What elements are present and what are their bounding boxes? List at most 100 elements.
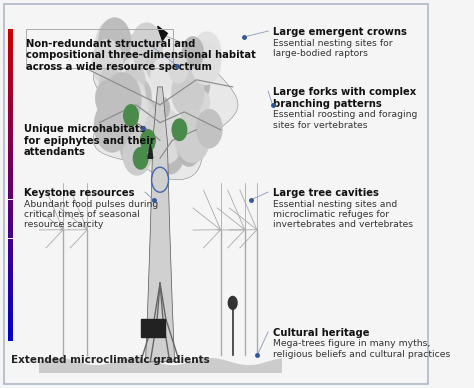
- Bar: [8, 109, 13, 111]
- Bar: [8, 72, 13, 73]
- Bar: [8, 213, 13, 215]
- Bar: [8, 43, 13, 45]
- Bar: [8, 97, 13, 98]
- Bar: [8, 271, 13, 273]
- Bar: [8, 298, 13, 299]
- Bar: [8, 54, 13, 56]
- Bar: [8, 212, 13, 213]
- Bar: [8, 164, 13, 165]
- Bar: [8, 64, 13, 65]
- Bar: [8, 310, 13, 312]
- Bar: [8, 276, 13, 277]
- Bar: [8, 159, 13, 161]
- Bar: [8, 268, 13, 270]
- Bar: [8, 199, 13, 201]
- Bar: [8, 173, 13, 175]
- Bar: [8, 209, 13, 210]
- Bar: [8, 73, 13, 75]
- Bar: [8, 221, 13, 223]
- Bar: [8, 245, 13, 246]
- Bar: [8, 318, 13, 320]
- Bar: [8, 312, 13, 314]
- Bar: [8, 314, 13, 315]
- Bar: [8, 251, 13, 253]
- Bar: [8, 290, 13, 291]
- Bar: [8, 142, 13, 143]
- Bar: [8, 340, 13, 341]
- Bar: [8, 237, 13, 239]
- Bar: [8, 218, 13, 220]
- Bar: [8, 171, 13, 173]
- Bar: [8, 232, 13, 234]
- Bar: [8, 320, 13, 321]
- Text: Essential roosting and foraging
sites for vertebrates: Essential roosting and foraging sites fo…: [273, 110, 417, 130]
- Bar: [8, 263, 13, 265]
- Bar: [8, 309, 13, 310]
- Bar: [26, 29, 173, 68]
- Bar: [8, 139, 13, 140]
- Bar: [8, 83, 13, 84]
- Text: Non-redundant structural and
compositional three-dimensional habitat
across a wi: Non-redundant structural and composition…: [26, 39, 256, 72]
- Bar: [8, 223, 13, 224]
- Bar: [8, 131, 13, 132]
- Bar: [8, 198, 13, 199]
- Bar: [8, 90, 13, 92]
- Bar: [8, 323, 13, 324]
- Bar: [8, 137, 13, 139]
- Bar: [8, 185, 13, 187]
- Bar: [8, 50, 13, 51]
- Bar: [8, 332, 13, 334]
- Bar: [8, 240, 13, 242]
- Bar: [8, 161, 13, 162]
- Bar: [8, 36, 13, 37]
- Bar: [8, 242, 13, 243]
- Bar: [8, 114, 13, 115]
- Bar: [8, 106, 13, 107]
- Bar: [8, 170, 13, 171]
- Bar: [8, 246, 13, 248]
- Bar: [8, 47, 13, 48]
- FancyBboxPatch shape: [4, 4, 428, 384]
- Bar: [8, 281, 13, 282]
- Bar: [8, 301, 13, 302]
- Bar: [8, 262, 13, 263]
- Bar: [8, 65, 13, 67]
- Bar: [8, 229, 13, 231]
- Bar: [8, 145, 13, 146]
- Bar: [8, 327, 13, 329]
- Bar: [8, 56, 13, 57]
- Bar: [8, 175, 13, 176]
- Bar: [8, 29, 13, 31]
- Bar: [8, 206, 13, 207]
- Bar: [8, 37, 13, 39]
- Bar: [8, 288, 13, 290]
- Bar: [8, 226, 13, 228]
- Bar: [8, 167, 13, 168]
- Bar: [8, 178, 13, 179]
- Bar: [8, 126, 13, 128]
- Bar: [8, 215, 13, 217]
- Bar: [8, 257, 13, 259]
- Bar: [8, 321, 13, 323]
- Bar: [8, 78, 13, 80]
- Bar: [8, 306, 13, 307]
- Bar: [8, 120, 13, 121]
- Bar: [8, 338, 13, 340]
- Bar: [8, 84, 13, 86]
- Bar: [8, 334, 13, 335]
- Bar: [8, 303, 13, 304]
- Bar: [8, 192, 13, 193]
- Bar: [8, 42, 13, 43]
- Bar: [8, 279, 13, 281]
- Bar: [8, 134, 13, 135]
- Bar: [8, 256, 13, 257]
- Text: Cultural heritage: Cultural heritage: [273, 328, 369, 338]
- Bar: [8, 87, 13, 89]
- Bar: [8, 203, 13, 204]
- Bar: [8, 158, 13, 159]
- Bar: [8, 179, 13, 181]
- Bar: [8, 259, 13, 260]
- Text: Large forks with complex
branching patterns: Large forks with complex branching patte…: [273, 87, 416, 109]
- Bar: [8, 107, 13, 109]
- Bar: [8, 45, 13, 47]
